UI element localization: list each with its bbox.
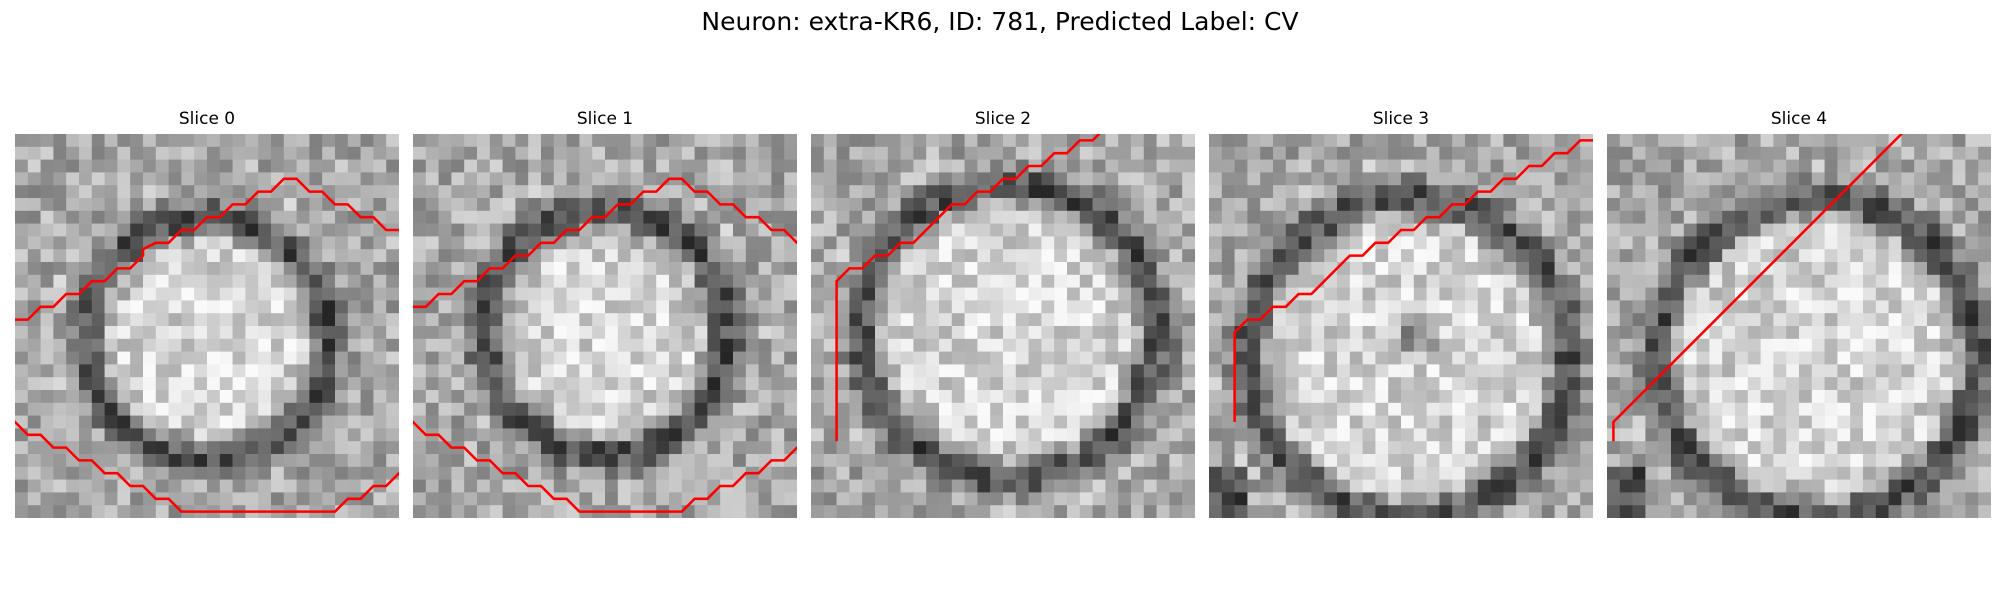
pixel-grid [1209,134,1593,518]
slice-title: Slice 1 [413,108,797,130]
slice-title: Slice 4 [1607,108,1991,130]
pixel-grid [1607,134,1991,518]
figure-title: Neuron: extra-KR6, ID: 781, Predicted La… [0,6,2000,38]
slice-title: Slice 3 [1209,108,1593,130]
pixel-grid [811,134,1195,518]
slice-title: Slice 2 [811,108,1195,130]
slice-title: Slice 0 [15,108,399,130]
slice-image [811,134,1195,518]
pixel-grid [413,134,797,518]
slice-image [413,134,797,518]
slice-image [1209,134,1593,518]
slice-image [15,134,399,518]
pixel-grid [15,134,399,518]
slice-image [1607,134,1991,518]
